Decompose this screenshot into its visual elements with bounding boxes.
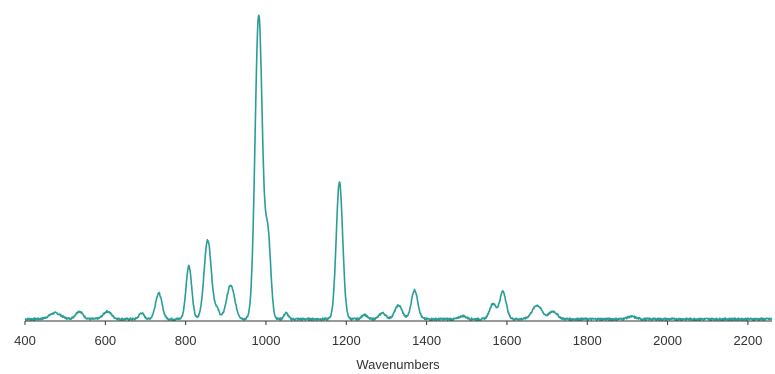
x-tick-label: 1400	[412, 333, 441, 348]
x-tick-label: 1200	[332, 333, 361, 348]
x-axis-ticks: 400 600 800 1000 1200 1400 1600 1800 2000 2200	[14, 321, 762, 348]
x-axis-title: Wavenumbers	[356, 357, 440, 372]
x-tick-label: 1600	[492, 333, 521, 348]
x-tick-label: 2000	[653, 333, 682, 348]
x-tick-label: 2200	[733, 333, 762, 348]
plot-area	[24, 14, 773, 322]
x-tick-label: 1800	[573, 333, 602, 348]
x-tick-label: 800	[175, 333, 197, 348]
x-tick-label: 400	[14, 333, 36, 348]
spectrum-series-line	[24, 14, 773, 321]
x-tick-label: 600	[94, 333, 116, 348]
x-tick-label: 1000	[252, 333, 281, 348]
